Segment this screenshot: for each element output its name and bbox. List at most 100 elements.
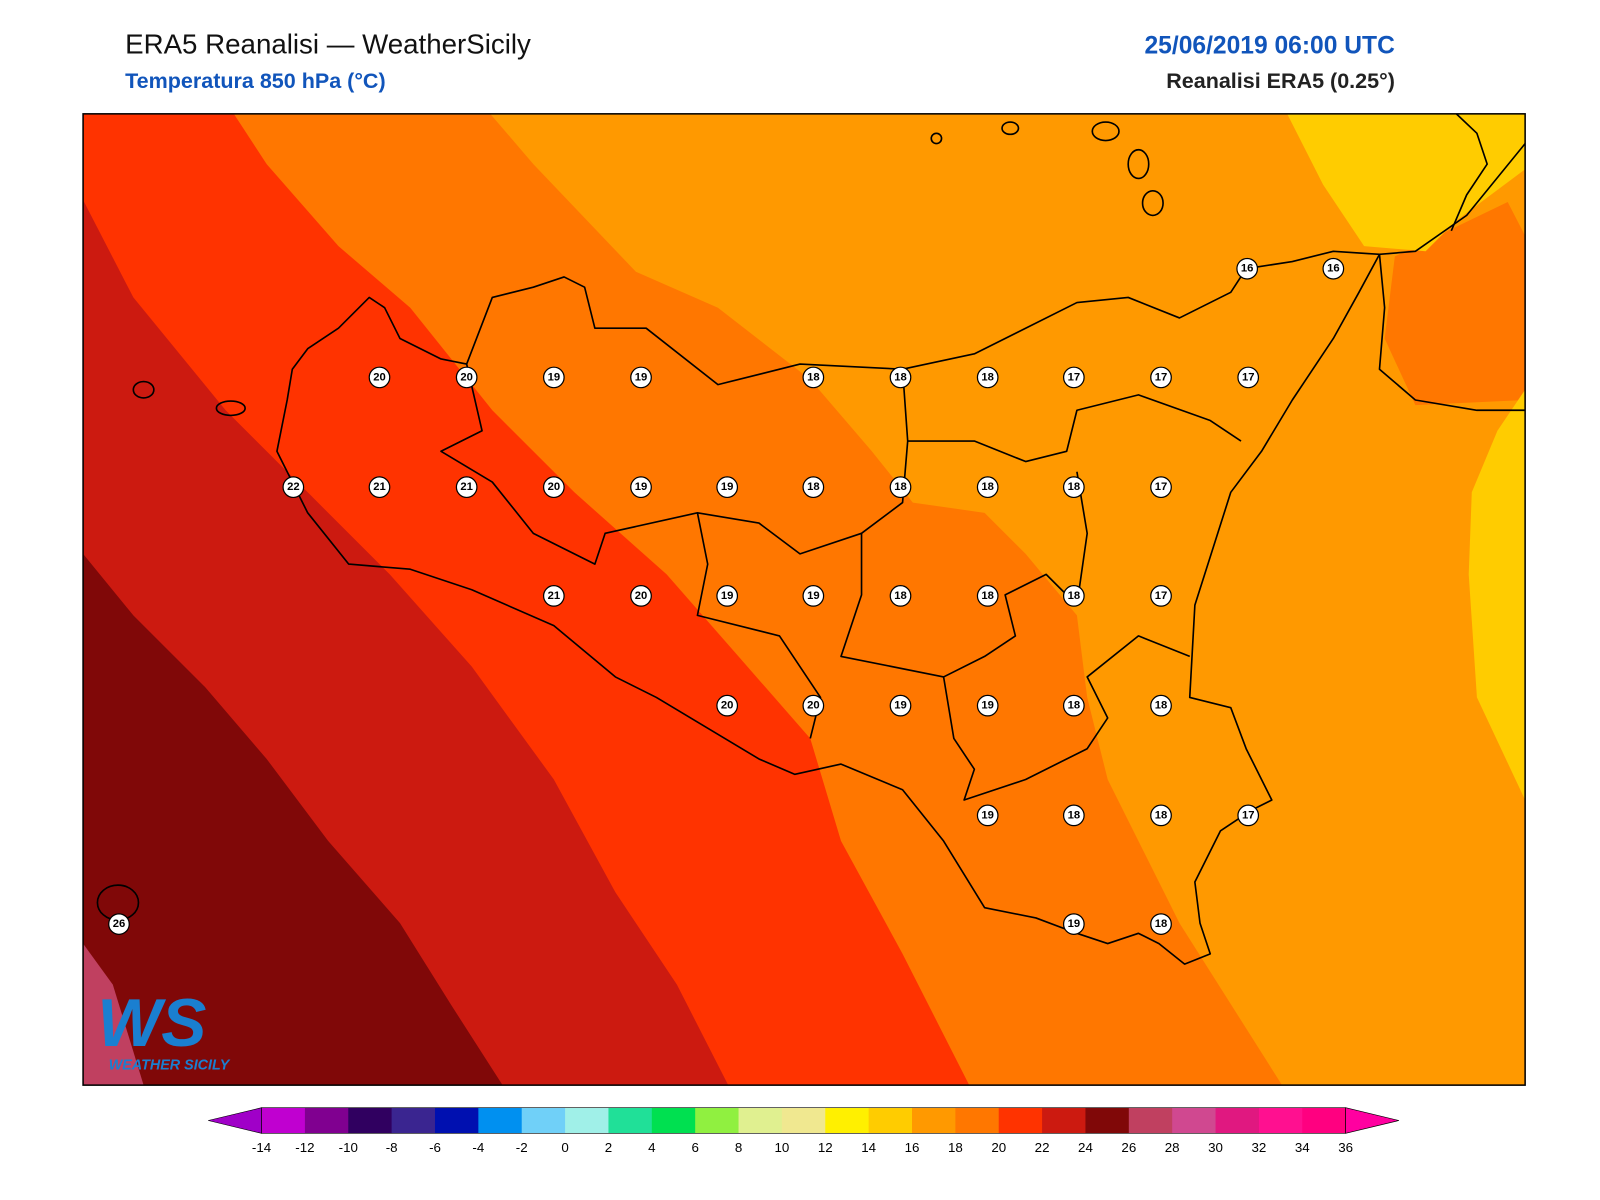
- station: 18: [889, 366, 912, 389]
- colorbar-swatch: [565, 1107, 609, 1134]
- station-value: 19: [635, 481, 648, 493]
- station-marker: [889, 585, 912, 607]
- colorbar-swatch: [478, 1107, 523, 1134]
- station-marker: [368, 366, 391, 389]
- colorbar-swatch: [1258, 1107, 1303, 1134]
- station: 17: [1237, 804, 1260, 827]
- station: 20: [630, 585, 652, 607]
- station: 20: [802, 694, 825, 717]
- station-value: 19: [981, 809, 994, 821]
- station: 21: [368, 476, 391, 499]
- colorbar-swatch: [781, 1107, 826, 1134]
- colorbar-swatch: [695, 1107, 740, 1134]
- station-value: 17: [1068, 371, 1081, 383]
- colorbar-tick-label: -14: [252, 1140, 272, 1155]
- station-marker: [630, 476, 652, 499]
- colorbar-tick-label: -8: [386, 1140, 398, 1155]
- map: 16 16 20 20 19 19 18 18 18 17 17 17 22 21 21 20 19 19 18 18…: [83, 113, 1526, 1086]
- station: 17: [1237, 366, 1260, 389]
- station-marker: [889, 476, 912, 499]
- station-marker: [716, 585, 739, 607]
- station: 19: [976, 694, 999, 717]
- station: 17: [1150, 476, 1172, 499]
- title: ERA5 Reanalisi — WeatherSicily: [125, 28, 531, 59]
- station-marker: [542, 476, 565, 499]
- colorbar-tick-label: 22: [1035, 1140, 1050, 1155]
- station: 18: [976, 585, 999, 607]
- station-marker: [1062, 694, 1085, 717]
- station-value: 18: [981, 590, 994, 602]
- station-marker: [976, 476, 999, 499]
- station-marker: [976, 585, 999, 607]
- station-marker: [108, 913, 130, 935]
- border: [942, 635, 1191, 801]
- station-marker: [542, 366, 565, 389]
- station-marker: [976, 366, 999, 389]
- colorbar-tick-label: 0: [561, 1140, 568, 1155]
- station-value: 19: [807, 590, 820, 602]
- colorbar-swatch: [738, 1107, 783, 1134]
- station-value: 19: [635, 371, 648, 383]
- station-marker: [1150, 585, 1172, 607]
- colorbar-swatch: [1085, 1107, 1130, 1134]
- station: 19: [976, 804, 999, 827]
- coastline: [1378, 254, 1526, 412]
- station-marker: [1150, 804, 1172, 827]
- colorbar-swatch: [1345, 1107, 1400, 1134]
- colorbar-swatch: [434, 1107, 479, 1134]
- station-value: 21: [460, 481, 473, 493]
- band: [1384, 202, 1526, 406]
- station-value: 22: [287, 481, 300, 493]
- colorbar-swatch: [825, 1107, 870, 1134]
- logo-text: WEATHER SICILY: [109, 1058, 231, 1074]
- station-value: 18: [1155, 700, 1168, 712]
- station-marker: [1322, 257, 1345, 280]
- colorbar: -14 -12 -10 -8 -6 -4 -2 0 2 4 6 8 10 12 14 16 18 20 22 24 26…: [208, 1107, 1400, 1155]
- station-marker: [976, 804, 999, 827]
- station-marker: [630, 366, 652, 389]
- colorbar-swatch: [261, 1107, 306, 1134]
- coastline: [276, 250, 1381, 965]
- colorbar-tick-label: 28: [1165, 1140, 1180, 1155]
- station-value: 20: [373, 371, 386, 383]
- colorbar-swatch: [1215, 1107, 1260, 1134]
- station-marker: [542, 585, 565, 607]
- station-marker: [282, 476, 305, 499]
- colorbar-swatch: [651, 1107, 696, 1134]
- station-value: 18: [1068, 809, 1081, 821]
- colorbar-tick-label: 26: [1121, 1140, 1136, 1155]
- station-marker: [802, 366, 825, 389]
- station-marker: [1150, 913, 1172, 935]
- colorbar-swatch: [521, 1107, 566, 1134]
- station: 19: [1062, 913, 1085, 935]
- station-value: 18: [981, 481, 994, 493]
- station: 21: [542, 585, 565, 607]
- colorbar-tick-label: 36: [1338, 1140, 1353, 1155]
- station: 18: [802, 476, 825, 499]
- colorbar-swatch: [1172, 1107, 1217, 1134]
- station-value: 18: [1068, 481, 1081, 493]
- coastline: [1379, 143, 1526, 256]
- station-marker: [716, 476, 739, 499]
- colorbar-tick-label: -12: [295, 1140, 314, 1155]
- station: 20: [455, 366, 478, 389]
- station-marker: [1062, 585, 1085, 607]
- station-marker: [455, 476, 478, 499]
- station-value: 20: [721, 700, 734, 712]
- colorbar-tick-label: -10: [339, 1140, 358, 1155]
- colorbar-tick-label: 10: [774, 1140, 789, 1155]
- station-marker: [1150, 694, 1172, 717]
- station-value: 18: [894, 371, 907, 383]
- station-value: 20: [460, 371, 473, 383]
- station-value: 19: [981, 700, 994, 712]
- colorbar-tick-label: 34: [1295, 1140, 1310, 1155]
- colorbar-swatch: [955, 1107, 1000, 1134]
- station-marker: [1236, 257, 1259, 280]
- station-marker: [1150, 476, 1172, 499]
- station-value: 18: [807, 481, 820, 493]
- station: 19: [542, 366, 565, 389]
- station-marker: [716, 694, 739, 717]
- border: [440, 363, 909, 565]
- band: [1287, 113, 1526, 252]
- colorbar-swatch: [608, 1107, 653, 1134]
